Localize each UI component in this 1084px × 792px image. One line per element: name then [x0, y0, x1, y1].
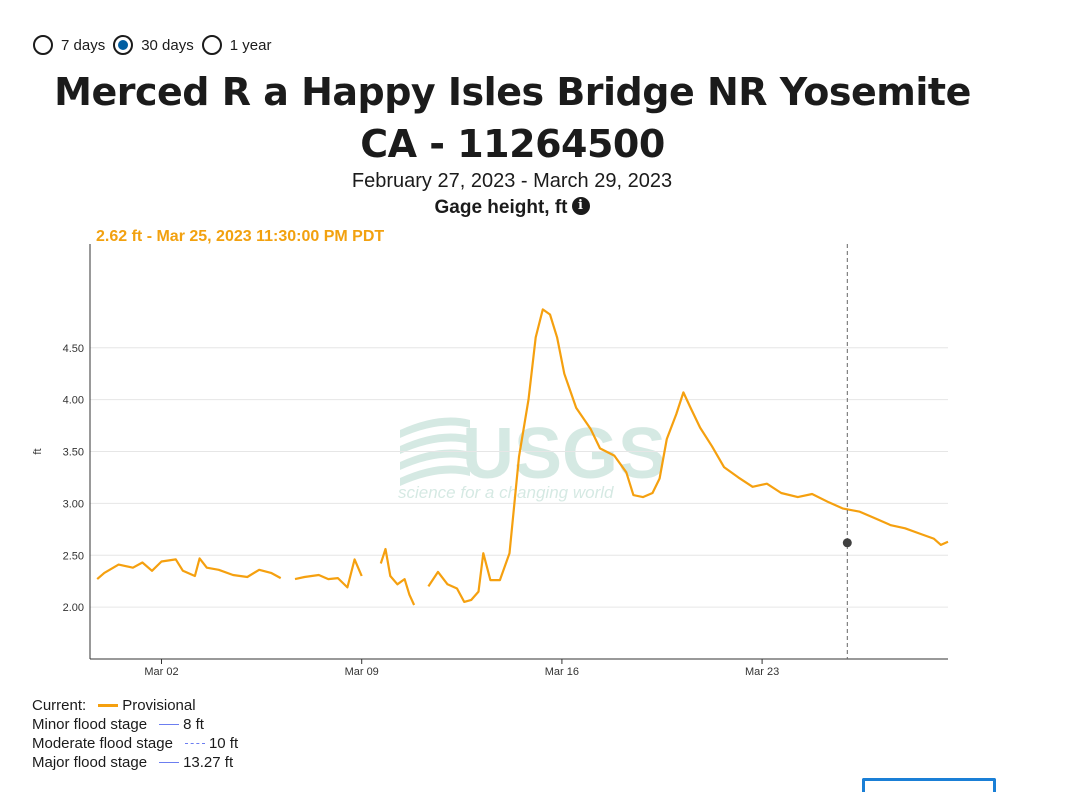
legend: Current: Provisional Minor flood stage 8…	[32, 696, 238, 772]
moderate-flood-swatch	[184, 743, 205, 744]
legend-major-label: Major flood stage	[32, 754, 148, 771]
minor-flood-swatch	[159, 724, 180, 725]
y-tick-label: 4.00	[63, 395, 84, 407]
legend-moderate: Moderate flood stage 10 ft	[32, 734, 238, 753]
legend-moderate-label: Moderate flood stage	[32, 735, 173, 752]
x-tick-label: Mar 23	[745, 666, 779, 678]
cursor-tooltip: 2.62 ft - Mar 25, 2023 11:30:00 PM PDT	[96, 228, 385, 245]
legend-major-value: 13.27 ft	[183, 754, 234, 771]
range-option-label: 1 year	[229, 36, 272, 54]
provisional-series-line	[379, 547, 416, 606]
provisional-line-swatch	[98, 704, 119, 707]
x-tick-label: Mar 02	[144, 666, 178, 678]
legend-current-label: Current:	[32, 697, 87, 714]
parameter-label: Gage height, ft i	[0, 197, 1024, 219]
time-range-selector: 7 days 30 days 1 year	[33, 35, 271, 55]
usgs-wave-icon	[400, 417, 470, 486]
radio-button-1-year[interactable]	[201, 35, 222, 55]
y-tick-label: 4.50	[63, 343, 84, 355]
x-tick-label: Mar 09	[345, 666, 379, 678]
tick-labels: 2.00 2.50 3.00 3.50 4.00 4.50 Mar 02 Mar 09 Mar …	[32, 343, 779, 678]
info-icon[interactable]: i	[571, 197, 590, 215]
parameter-text: Gage height, ft	[434, 197, 568, 218]
provisional-series-line	[427, 308, 949, 604]
usgs-logo-text: USGS	[462, 414, 666, 494]
radio-button-7-days[interactable]	[33, 35, 53, 55]
chart-title: Merced R a Happy Isles Bridge NR Yosemit…	[54, 70, 971, 166]
legend-minor-value: 8 ft	[183, 716, 204, 733]
range-option-7-days[interactable]: 7 days	[33, 35, 105, 55]
usgs-tagline: science for a changing world	[398, 483, 614, 502]
legend-moderate-value: 10 ft	[208, 735, 239, 752]
cursor-point	[842, 538, 852, 548]
x-tick-label: Mar 16	[545, 666, 579, 678]
range-option-1-year[interactable]: 1 year	[201, 35, 272, 55]
legend-minor: Minor flood stage 8 ft	[32, 715, 238, 734]
range-option-30-days[interactable]: 30 days	[113, 35, 194, 55]
axes	[89, 244, 948, 664]
y-tick-label: 2.50	[63, 550, 84, 562]
usgs-watermark: USGS science for a changing world	[398, 414, 666, 502]
legend-provisional-label: Provisional	[122, 697, 196, 714]
y-tick-label: 3.50	[63, 447, 84, 459]
legend-minor-label: Minor flood stage	[32, 716, 148, 733]
y-tick-label: 2.00	[63, 602, 84, 614]
series-layer	[96, 308, 949, 606]
provisional-series-line	[96, 557, 282, 580]
cursor-layer	[842, 244, 852, 659]
legend-major: Major flood stage 13.27 ft	[32, 753, 238, 772]
partial-button[interactable]	[862, 778, 996, 792]
range-option-label: 7 days	[61, 36, 106, 54]
radio-button-30-days[interactable]	[113, 35, 134, 55]
date-range-subtitle: February 27, 2023 - March 29, 2023	[351, 170, 673, 192]
major-flood-swatch	[159, 762, 180, 763]
range-option-label: 30 days	[141, 36, 194, 54]
y-tick-label: 3.00	[63, 498, 84, 510]
y-axis-label: ft	[32, 448, 44, 454]
provisional-series-line	[294, 558, 363, 589]
legend-current: Current: Provisional	[32, 696, 238, 715]
